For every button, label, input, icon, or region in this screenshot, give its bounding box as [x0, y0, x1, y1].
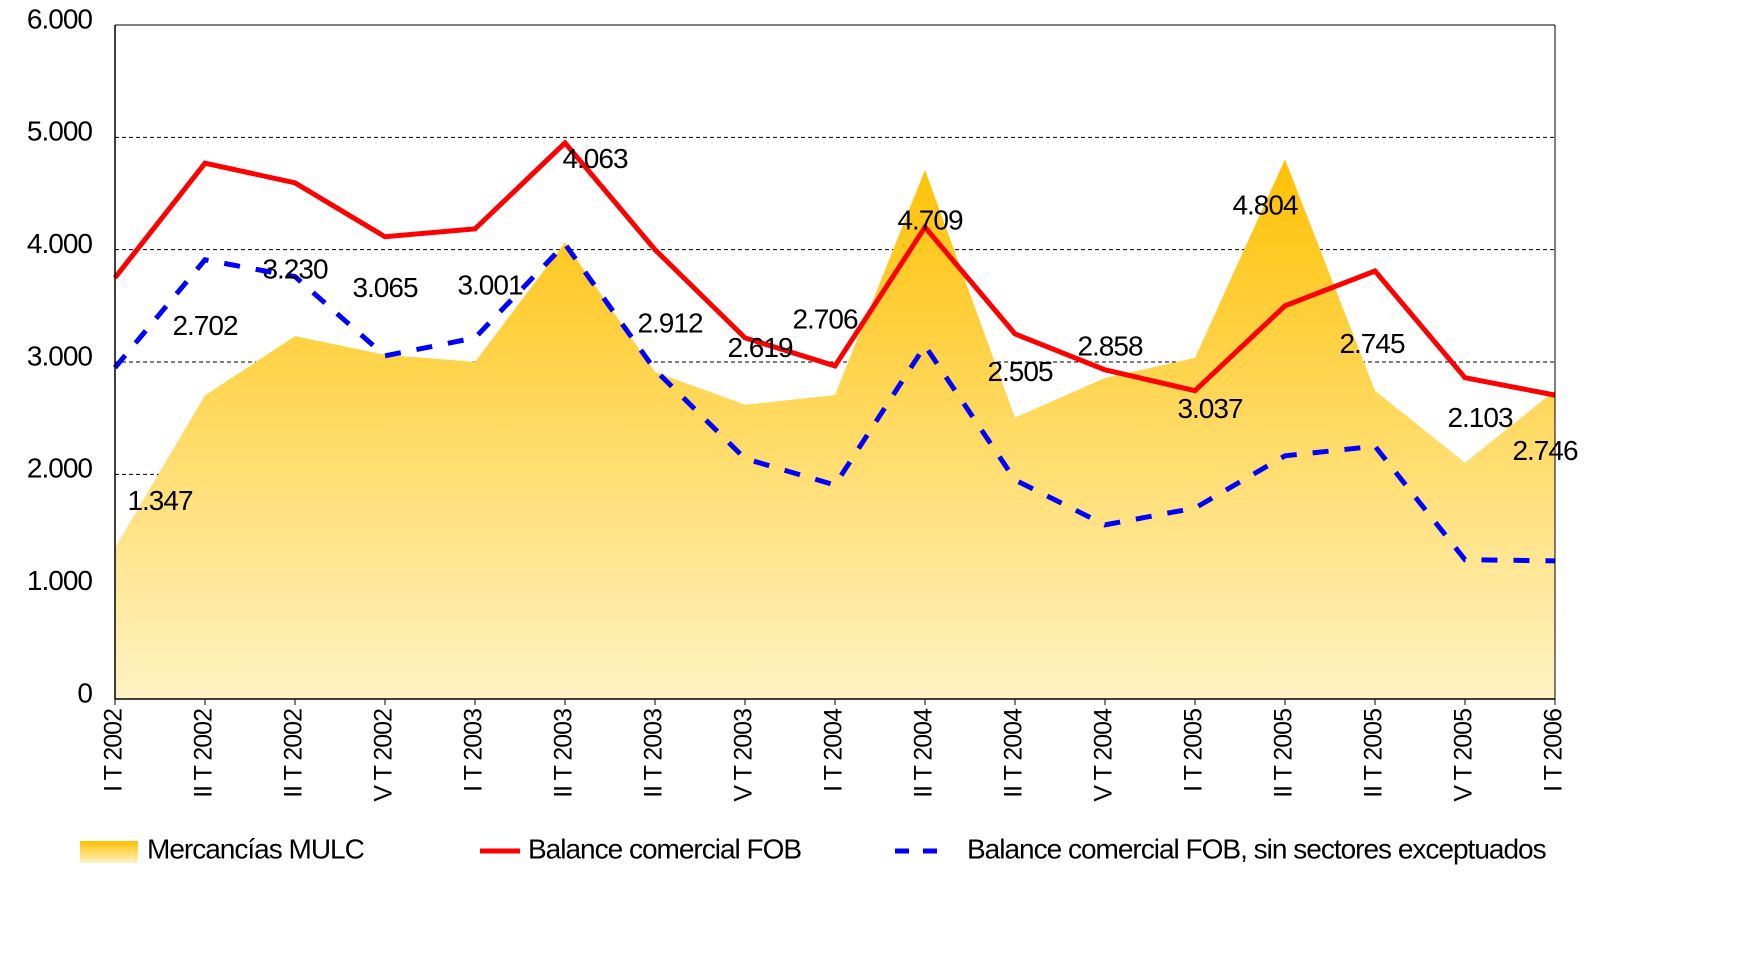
x-tick-label: I T 2002	[100, 709, 128, 792]
data-label: 3.065	[352, 272, 417, 303]
data-label: 4.804	[1232, 190, 1297, 221]
data-label: 3.230	[262, 254, 327, 285]
data-label: 1.347	[127, 485, 192, 516]
legend-label: Balance comercial FOB	[528, 833, 801, 864]
x-tick-label: V T 2004	[1090, 708, 1118, 802]
data-label: 2.505	[987, 356, 1052, 387]
x-tick-label: II T 2005	[1270, 709, 1298, 798]
area	[115, 159, 1555, 700]
data-label: 2.702	[172, 310, 237, 341]
y-tick-label: 4.000	[27, 228, 92, 259]
data-label: 4.709	[897, 204, 962, 235]
y-tick-label: 5.000	[27, 116, 92, 147]
data-label: 2.103	[1447, 402, 1512, 433]
data-label: 4.063	[562, 143, 627, 174]
x-tick-label: II T 2004	[1000, 708, 1028, 798]
legend-label: Balance comercial FOB, sin sectores exce…	[967, 833, 1546, 864]
x-tick-label: II T 2003	[550, 709, 578, 798]
x-tick-label: I T 2003	[460, 709, 488, 792]
data-label: 3.037	[1177, 393, 1242, 424]
x-tick-label: II T 2002	[280, 709, 308, 798]
x-tick-label: II T 2005	[1360, 709, 1388, 798]
line	[113, 139, 1556, 398]
data-label: 2.746	[1512, 435, 1577, 466]
data-label: 2.858	[1077, 330, 1142, 361]
x-tick-label: V T 2003	[730, 709, 758, 802]
y-tick-label: 3.000	[27, 340, 92, 371]
y-tick-label: 2.000	[27, 453, 92, 484]
x-tick-label: V T 2005	[1450, 709, 1478, 802]
data-label: 3.001	[457, 269, 522, 300]
x-tick-label: V T 2002	[370, 709, 398, 802]
legend-label: Mercancías MULC	[147, 833, 365, 864]
y-tick-label: 1.000	[27, 565, 92, 596]
x-tick-label: II T 2004	[910, 708, 938, 798]
x-tick-label: I T 2005	[1180, 709, 1208, 792]
data-label: 2.706	[792, 303, 857, 334]
line	[113, 240, 1556, 564]
x-tick-label: II T 2002	[190, 709, 218, 798]
y-tick-label: 6.000	[27, 3, 92, 34]
y-tick-label: 0	[77, 677, 92, 708]
data-label: 2.745	[1339, 328, 1404, 359]
legend-swatch	[80, 841, 138, 863]
x-tick-label: I T 2004	[820, 708, 848, 792]
x-tick-label: I T 2006	[1540, 709, 1568, 792]
data-label: 2.912	[637, 307, 702, 338]
data-label: 2.619	[727, 332, 792, 363]
x-tick-label: II T 2003	[640, 709, 668, 798]
